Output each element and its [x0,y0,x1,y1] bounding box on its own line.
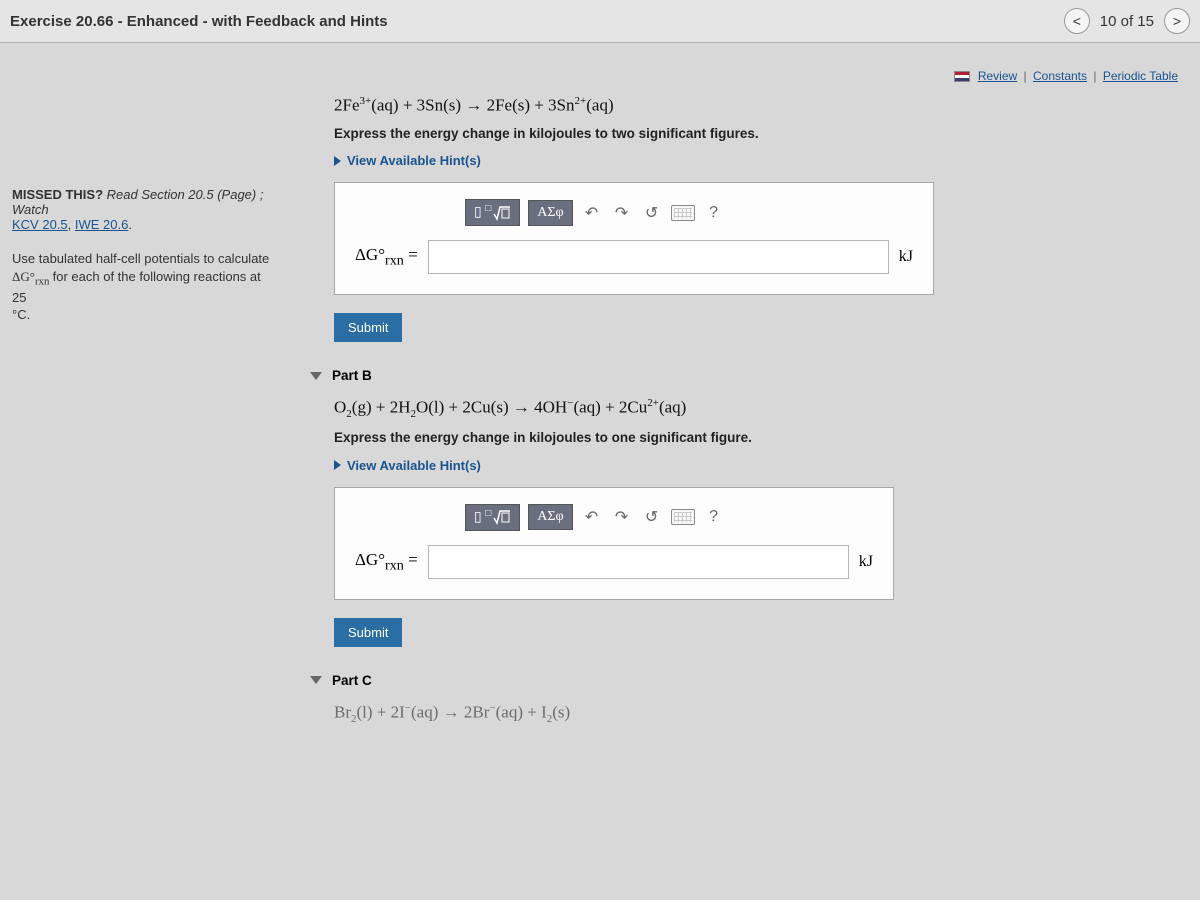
part-b-hints-label: View Available Hint(s) [347,458,481,473]
sidebar: MISSED THIS? Read Section 20.5 (Page) ; … [0,173,290,749]
top-bar: Exercise 20.66 - Enhanced - with Feedbac… [0,0,1200,43]
templates-button[interactable]: ▯ □√□ [465,199,520,226]
triangle-right-icon [334,156,341,166]
part-b-answer-label: ΔG°rxn = [355,550,418,574]
period: . [128,217,132,232]
periodic-table-link[interactable]: Periodic Table [1103,69,1178,83]
sep1: | [1021,69,1030,83]
degree-c: °C. [12,307,30,322]
part-c-equation: Br2(l) + 2I−(aq) → 2Br−(aq) + I2(s) [334,702,1178,725]
part-a-answer-input[interactable] [428,240,889,274]
prev-button[interactable]: < [1064,8,1090,34]
review-link[interactable]: Review [978,69,1017,83]
keyboard-icon[interactable] [671,205,695,221]
greek-button[interactable]: ΑΣφ [528,200,572,226]
part-b-header: Part B [310,368,1190,383]
sqrt-icon [493,509,511,525]
part-b-hints-toggle[interactable]: View Available Hint(s) [334,458,481,473]
templates-button[interactable]: ▯ □ [465,504,520,531]
part-b-toolbar: ▯ □ ΑΣφ ↶ ↷ ↺ ? [465,504,873,531]
help-button[interactable]: ? [703,202,725,224]
part-a-instruction: Express the energy change in kilojoules … [334,126,1178,141]
usetab-text1: Use tabulated half-cell potentials to ca… [12,251,269,266]
part-b-submit-button[interactable]: Submit [334,618,402,647]
part-c-title: Part C [332,673,372,688]
part-b-title: Part B [332,368,372,383]
undo-button[interactable]: ↶ [581,202,603,224]
part-a-block: 2Fe3+(aq) + 3Sn(s) → 2Fe(s) + 3Sn2+(aq) … [334,95,1178,342]
missed-label: MISSED THIS? [12,187,103,202]
part-b-block: O2(g) + 2H2O(l) + 2Cu(s) → 4OH−(aq) + 2C… [334,397,1178,647]
part-a-equation: 2Fe3+(aq) + 3Sn(s) → 2Fe(s) + 3Sn2+(aq) [334,95,1178,116]
redo-button[interactable]: ↷ [611,506,633,528]
top-links: Review | Constants | Periodic Table [300,63,1190,95]
keyboard-icon[interactable] [671,509,695,525]
part-b-answer-input[interactable] [428,545,849,579]
part-a-unit: kJ [899,248,913,266]
part-c-block: Br2(l) + 2I−(aq) → 2Br−(aq) + I2(s) [334,702,1178,725]
redo-button[interactable]: ↷ [611,202,633,224]
constants-link[interactable]: Constants [1033,69,1087,83]
part-a-hints-toggle[interactable]: View Available Hint(s) [334,153,481,168]
sqrt-icon [493,205,511,221]
sep2: | [1090,69,1099,83]
part-a-answer-box: ▯ □√□ ΑΣφ ↶ ↷ ↺ ? ΔG°rxn = kJ [334,182,934,295]
sep: , [68,217,75,232]
part-b-equation: O2(g) + 2H2O(l) + 2Cu(s) → 4OH−(aq) + 2C… [334,397,1178,420]
next-button[interactable]: > [1164,8,1190,34]
triangle-right-icon [334,460,341,470]
main-area: MISSED THIS? Read Section 20.5 (Page) ; … [0,43,1200,749]
iwe-link[interactable]: IWE 20.6 [75,217,128,232]
flag-icon[interactable] [954,71,970,82]
part-c-header: Part C [310,673,1190,688]
reset-button[interactable]: ↺ [641,506,663,528]
part-a-answer-label: ΔG°rxn = [355,245,418,269]
part-a-answer-row: ΔG°rxn = kJ [355,240,913,274]
part-a-hints-label: View Available Hint(s) [347,153,481,168]
greek-button[interactable]: ΑΣφ [528,504,572,530]
content-area: Review | Constants | Periodic Table 2Fe3… [300,63,1190,749]
part-a-toolbar: ▯ □√□ ΑΣφ ↶ ↷ ↺ ? [465,199,913,226]
top-right: < 10 of 15 > [1064,8,1190,34]
exercise-title: Exercise 20.66 - Enhanced - with Feedbac… [10,13,388,30]
part-c-collapse-icon[interactable] [310,676,322,684]
part-b-unit: kJ [859,553,873,571]
part-a-submit-button[interactable]: Submit [334,313,402,342]
kcv-link[interactable]: KCV 20.5 [12,217,68,232]
progress-text: 10 of 15 [1100,13,1154,30]
help-button[interactable]: ? [703,506,725,528]
missed-this-block: MISSED THIS? Read Section 20.5 (Page) ; … [12,187,278,232]
reset-button[interactable]: ↺ [641,202,663,224]
part-b-answer-box: ▯ □ ΑΣφ ↶ ↷ ↺ ? ΔG°rxn = kJ [334,487,894,600]
part-b-answer-row: ΔG°rxn = kJ [355,545,873,579]
instruction-block: Use tabulated half-cell potentials to ca… [12,250,278,324]
part-b-collapse-icon[interactable] [310,372,322,380]
part-b-instruction: Express the energy change in kilojoules … [334,430,1178,445]
delta-g-symbol: ΔG°rxn [12,269,53,284]
undo-button[interactable]: ↶ [581,506,603,528]
